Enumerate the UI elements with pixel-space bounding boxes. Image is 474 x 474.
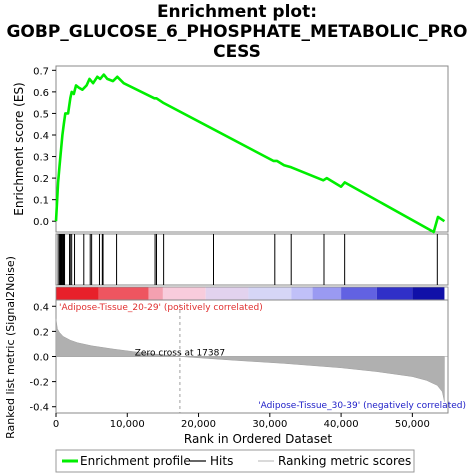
y-tick-label: 0.0 bbox=[33, 353, 49, 364]
top-panel-frame bbox=[55, 65, 449, 233]
ranking-color-bar bbox=[55, 286, 449, 301]
y-axis-label-es: Enrichment score (ES) bbox=[12, 82, 26, 215]
x-tick-label: 0 bbox=[53, 419, 59, 430]
y-tick-label: 0.7 bbox=[33, 66, 49, 77]
y-tick-label: 0.0 bbox=[33, 217, 49, 228]
legend-label: Ranking metric scores bbox=[278, 454, 411, 468]
y-tick-label: -0.2 bbox=[29, 378, 49, 389]
y-axis-label-metric: Ranked list metric (Signal2Noise) bbox=[4, 256, 17, 439]
ranking-bar-segment bbox=[341, 287, 377, 300]
y-tick-label: 0.4 bbox=[33, 302, 49, 313]
x-tick-label: 20,000 bbox=[181, 419, 216, 430]
negative-correlation-label: 'Adipose-Tissue_30-39' (negatively corre… bbox=[258, 401, 466, 411]
y-tick-label: 0.4 bbox=[33, 131, 49, 142]
chart-title-line-1: Enrichment plot: bbox=[156, 2, 318, 22]
chart-title-line-3: CESS bbox=[213, 42, 261, 62]
y-tick-label: 0.2 bbox=[33, 174, 49, 185]
ranking-metric-area bbox=[55, 318, 445, 402]
ranking-bar-segment bbox=[205, 287, 249, 300]
chart-title-line-2: GOBP_GLUCOSE_6_PHOSPHATE_METABOLIC_PRO bbox=[6, 22, 468, 42]
x-axis: 0 10,000 20,000 30,000 40,000 50,000 Rank in O… bbox=[53, 413, 430, 446]
enrichment-score-panel: 0.0 0.1 0.2 0.3 0.4 0.5 0.6 0.7 Enrichment score… bbox=[12, 65, 449, 234]
ranked-metric-panel: Zero cross at 17387 'Adipose-Tissue_20-29… bbox=[4, 256, 466, 439]
x-tick-label: 50,000 bbox=[395, 419, 430, 430]
ranking-bar-segment bbox=[162, 287, 206, 300]
ranking-bar-segment bbox=[56, 287, 99, 300]
hits-panel-frame bbox=[55, 233, 449, 286]
legend-label: Enrichment profile bbox=[80, 454, 191, 468]
x-tick-label: 30,000 bbox=[252, 419, 287, 430]
x-axis-label: Rank in Ordered Dataset bbox=[184, 432, 332, 446]
ranking-bar-segment bbox=[412, 287, 445, 300]
ranking-bar-segment bbox=[291, 287, 313, 300]
legend-box bbox=[55, 449, 415, 473]
legend-label: Hits bbox=[210, 454, 233, 468]
y-tick-label: 0.5 bbox=[33, 109, 49, 120]
enrichment-profile-line bbox=[54, 73, 446, 234]
zero-cross-label: Zero cross at 17387 bbox=[135, 349, 225, 359]
positive-correlation-label: 'Adipose-Tissue_20-29' (positively corre… bbox=[59, 303, 263, 313]
ranking-bar-segment bbox=[148, 287, 163, 300]
ranking-bar-segment bbox=[312, 287, 342, 300]
y-tick-label: 0.3 bbox=[33, 153, 49, 164]
ranking-bar-segment bbox=[98, 287, 149, 300]
legend: Enrichment profile Hits Ranking metric sco… bbox=[55, 449, 415, 473]
ranking-bar-segment bbox=[376, 287, 413, 300]
y-tick-label: 0.1 bbox=[33, 196, 49, 207]
x-tick-label: 40,000 bbox=[324, 419, 359, 430]
ranking-bar-segment bbox=[248, 287, 292, 300]
y-tick-label: 0.2 bbox=[33, 327, 49, 338]
hits-panel bbox=[55, 233, 449, 286]
x-tick-label: 10,000 bbox=[110, 419, 145, 430]
y-tick-label: 0.6 bbox=[33, 88, 49, 99]
y-tick-label: -0.4 bbox=[29, 403, 49, 414]
